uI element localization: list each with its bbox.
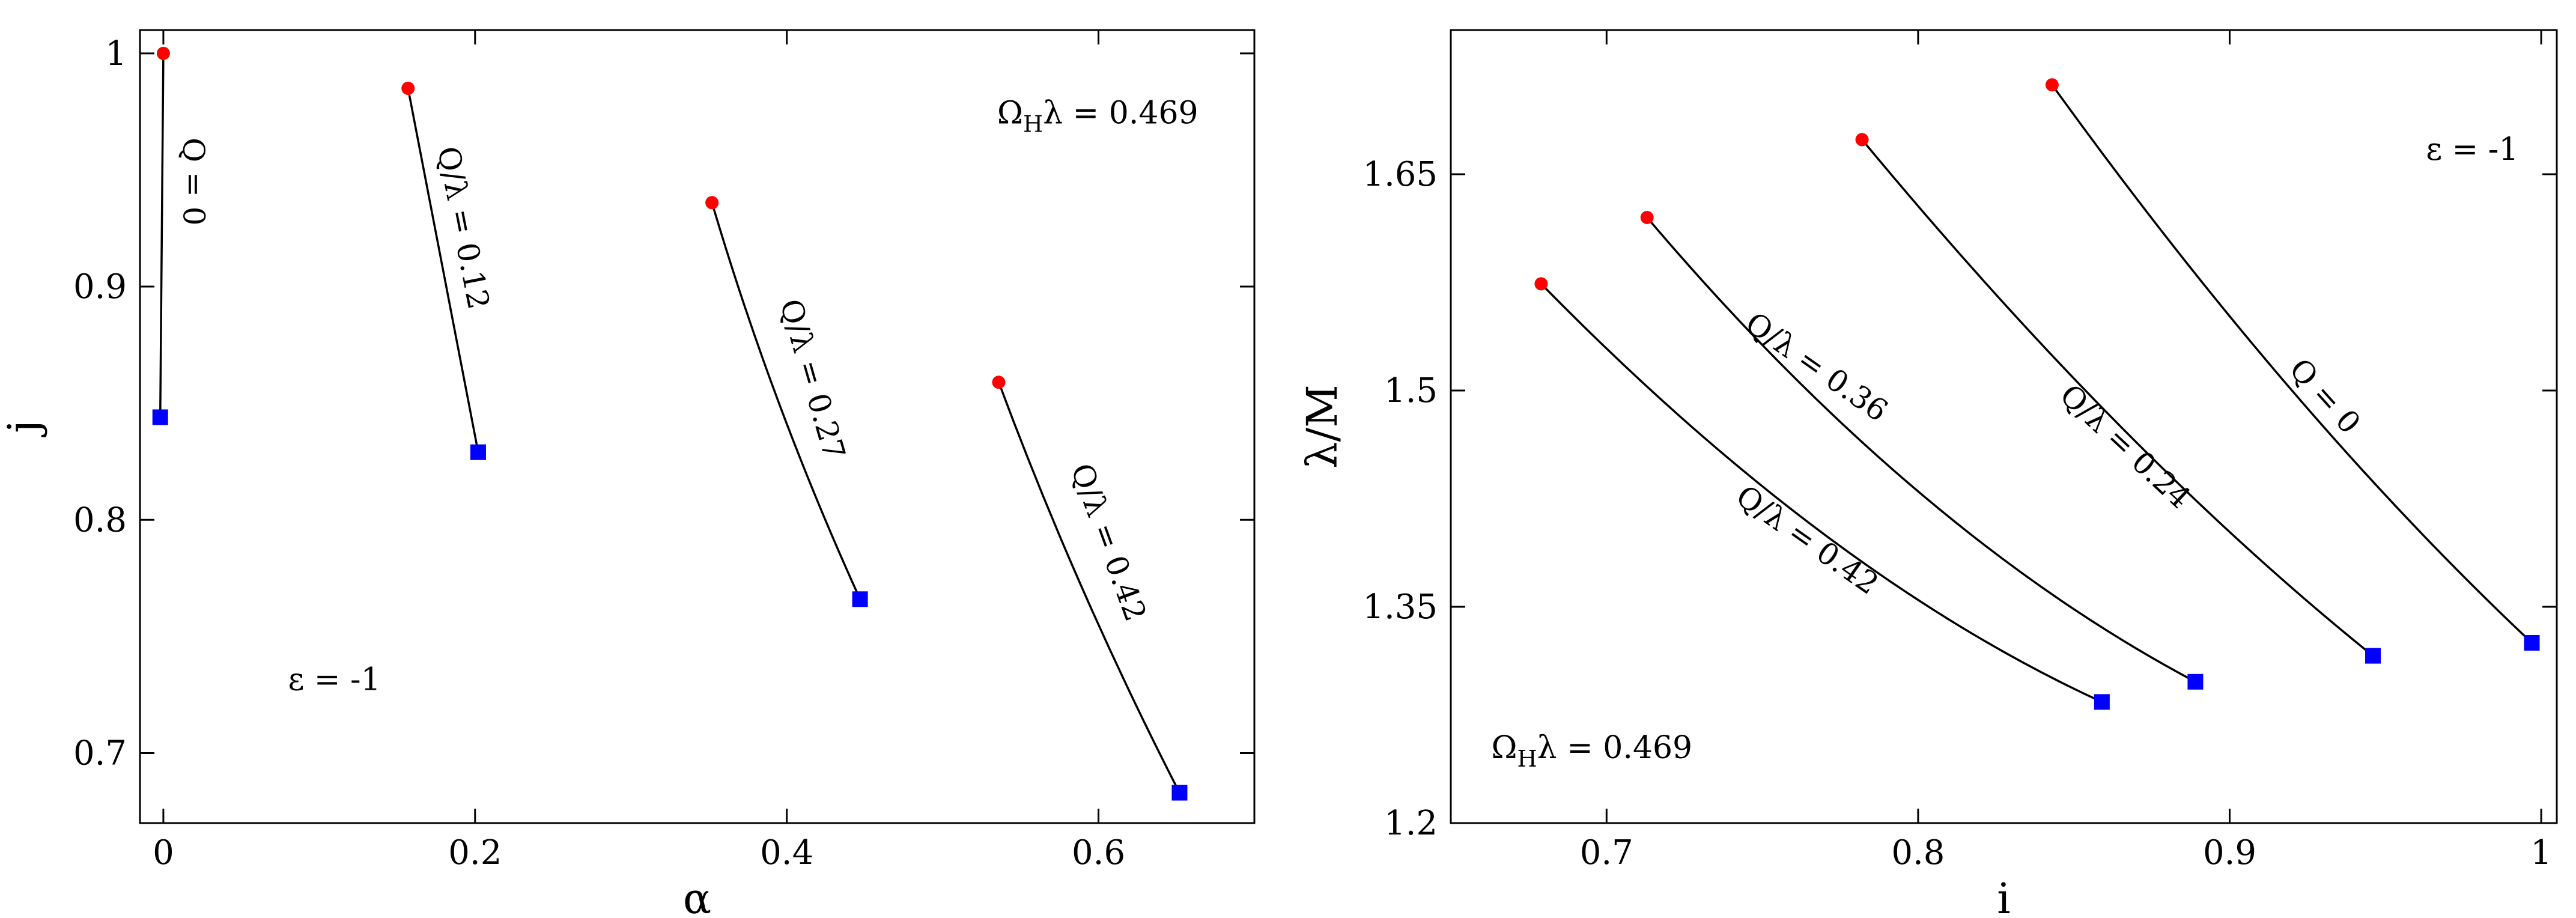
x-tick-label: 0: [153, 833, 174, 872]
left-chart: 0 0.2 0.4 0.6 0.7 0.8 0.9 1 α j Q = 0 Q/λ = 0.12 Q/λ…: [0, 29, 1256, 918]
end-point-3: [1171, 785, 1188, 801]
y-tick-label: 0.9: [73, 267, 127, 306]
x-tick-label: 0.7: [1580, 833, 1633, 872]
end-point-1: [2365, 648, 2381, 664]
annotation-1: ε = -1: [2426, 132, 2518, 168]
plot-frame: [139, 29, 1256, 824]
x-axis-title: α: [683, 874, 711, 918]
series-label-3: Q/λ = 0.42: [1730, 478, 1885, 601]
series-label-2: Q/λ = 0.36: [1739, 305, 1894, 428]
start-point-3: [1534, 277, 1548, 291]
end-point-2: [852, 591, 868, 607]
end-point-2: [2187, 673, 2204, 690]
series-line-1: [407, 88, 479, 453]
end-point-3: [2094, 694, 2110, 710]
series-label-0: Q = 0: [177, 138, 211, 225]
start-point-2: [705, 196, 719, 210]
series-line-2: [1646, 216, 2196, 683]
x-tick-label: 0.6: [1072, 833, 1125, 872]
y-tick-label: 0.7: [73, 734, 127, 773]
series-line-2: [711, 202, 861, 600]
start-point-0: [2045, 78, 2059, 92]
annotation-0: ΩHλ = 0.469: [1491, 730, 1692, 772]
y-tick-label: 1.65: [1362, 155, 1438, 194]
start-point-1: [1855, 133, 1869, 147]
end-point-1: [470, 444, 486, 460]
end-point-0: [152, 409, 168, 425]
end-point-0: [2524, 635, 2540, 651]
annotation-0: ΩHλ = 0.469: [997, 95, 1198, 137]
series-line-3: [997, 381, 1181, 794]
y-tick-label: 1: [105, 34, 127, 73]
x-tick-label: 0.2: [448, 833, 502, 872]
series-line-3: [1540, 283, 2103, 703]
y-tick-label: 0.8: [73, 500, 127, 540]
x-tick-label: 0.8: [1891, 833, 1945, 872]
start-point-3: [992, 375, 1006, 389]
x-tick-label: 0.4: [760, 833, 813, 872]
start-point-0: [156, 46, 170, 60]
series-line-0: [2051, 84, 2533, 644]
start-point-1: [401, 82, 415, 96]
series-label-2: Q/λ = 0.27: [773, 295, 852, 463]
y-tick-label: 1.35: [1362, 588, 1438, 627]
series-line-1: [1861, 139, 2374, 657]
plot-frame: [1450, 29, 2558, 824]
series-line-0: [159, 53, 165, 418]
x-tick-label: 1: [2530, 833, 2552, 872]
y-axis-title: j: [0, 420, 48, 437]
x-axis-title: i: [1997, 874, 2010, 918]
annotation-1: ε = -1: [288, 662, 380, 698]
series-label-1: Q/λ = 0.12: [431, 144, 496, 312]
series-label-1: Q/λ = 0.24: [2053, 377, 2198, 515]
series-label-3: Q/λ = 0.42: [1064, 459, 1153, 626]
y-tick-label: 1.5: [1384, 371, 1438, 410]
y-tick-label: 1.2: [1384, 804, 1438, 843]
y-axis-title: λ/M: [1298, 385, 1347, 469]
start-point-2: [1640, 211, 1654, 224]
x-tick-label: 0.9: [2203, 833, 2256, 872]
